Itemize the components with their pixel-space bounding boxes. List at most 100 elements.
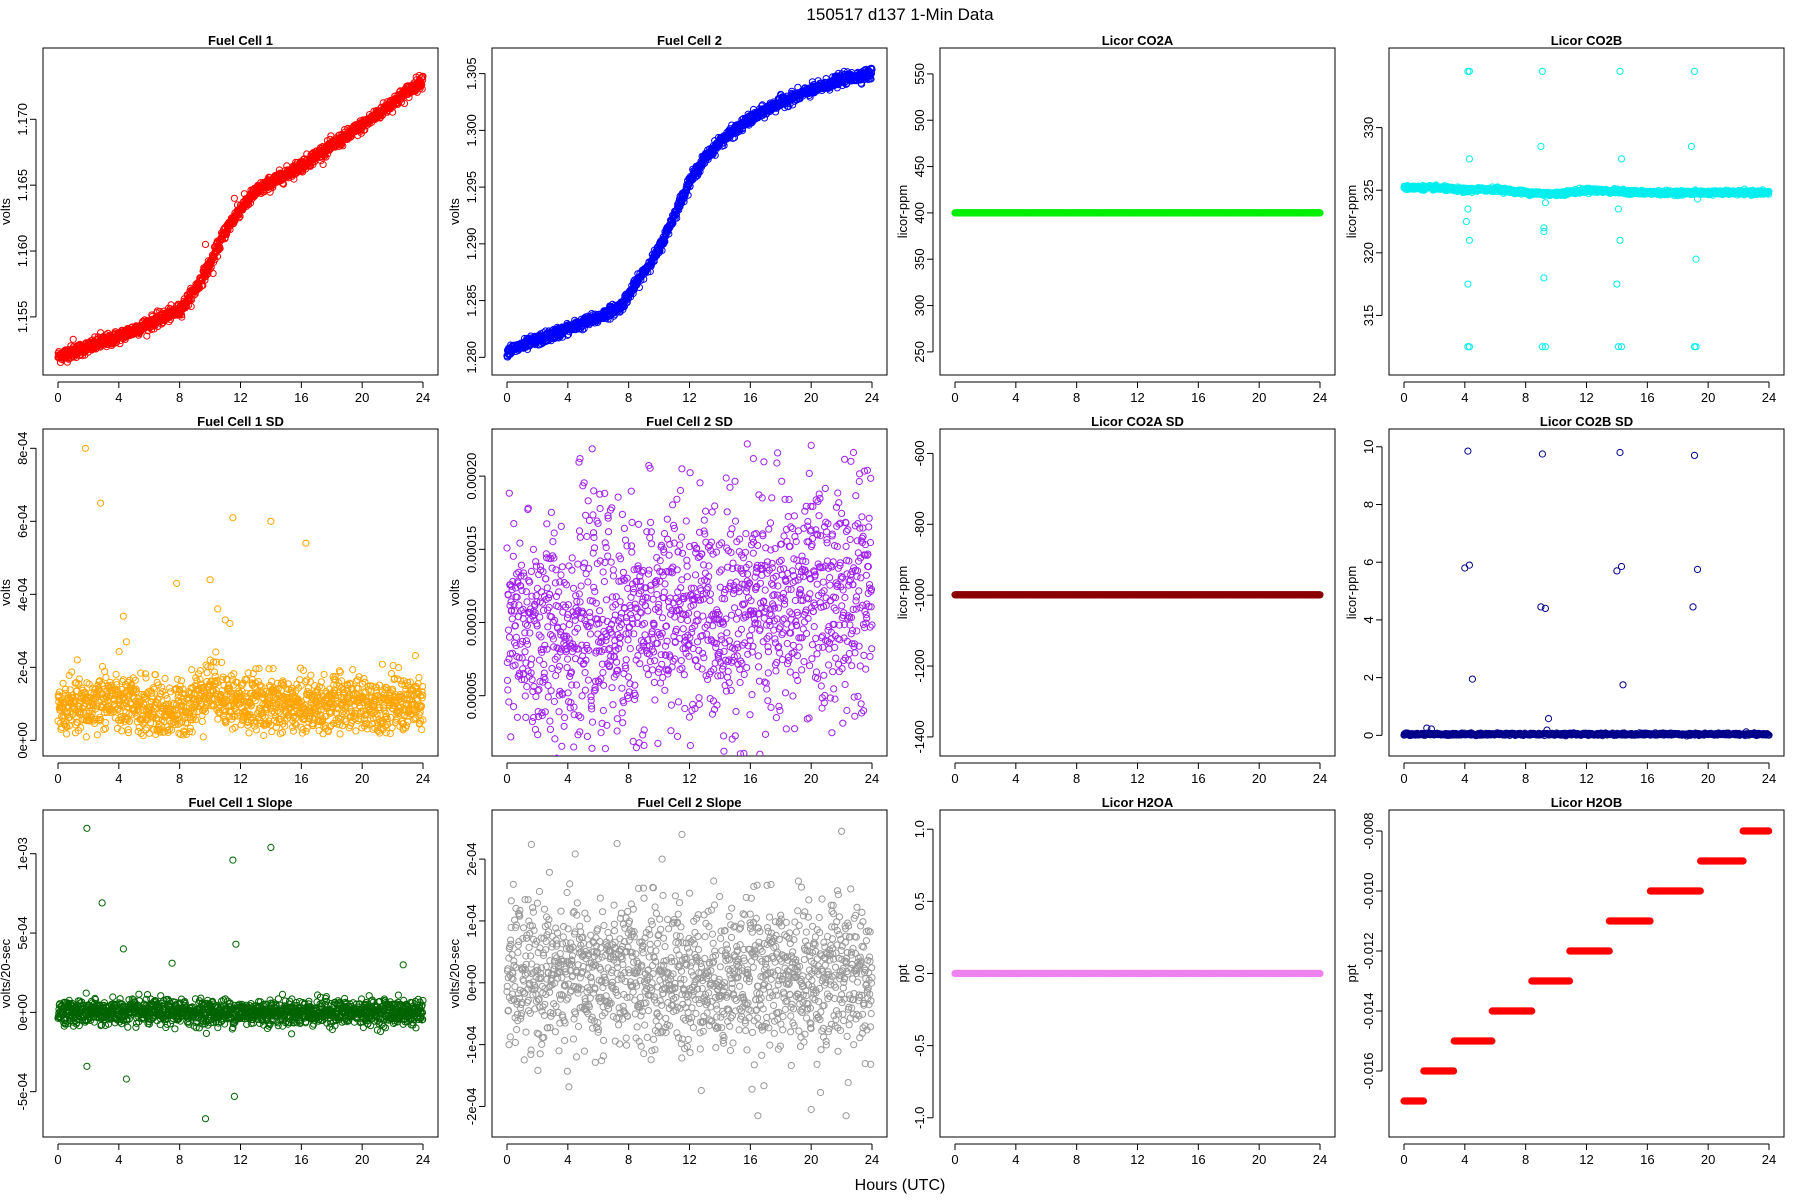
x-tick-label: 16 <box>743 390 757 405</box>
y-tick-label: 325 <box>1361 179 1376 201</box>
y-tick-label: 1.300 <box>464 114 479 147</box>
y-axis-label: volts <box>0 198 13 225</box>
x-tick-label: 24 <box>1762 390 1776 405</box>
data-point <box>694 169 703 177</box>
y-tick-label: 330 <box>1361 117 1376 139</box>
outlier-point <box>69 335 77 343</box>
y-tick-label: 250 <box>912 341 927 363</box>
data-point <box>405 93 413 102</box>
plot-frame <box>491 47 888 376</box>
figure-title: 150517 d137 1-Min Data <box>806 5 994 24</box>
data-point <box>244 201 253 209</box>
panel-title: Licor CO2B <box>1551 33 1623 48</box>
data-point <box>623 299 631 307</box>
data-point <box>213 252 222 261</box>
x-tick-label: 0 <box>503 390 510 405</box>
y-tick-label: 550 <box>912 63 927 85</box>
y-tick-label: 1.170 <box>15 103 30 136</box>
x-axis: 0 4 8 12 16 20 24 <box>1400 381 1776 405</box>
data-point <box>673 214 681 222</box>
y-axis-label: volts <box>447 198 462 225</box>
x-tick-label: 4 <box>564 390 571 405</box>
panel-title: Fuel Cell 2 <box>657 33 722 48</box>
y-tick-label: 1.160 <box>15 235 30 268</box>
data-point <box>216 244 224 253</box>
data-point <box>635 283 644 291</box>
y-tick-label: 1.290 <box>464 228 479 261</box>
x-tick-label: 16 <box>1640 390 1654 405</box>
x-tick-label: 12 <box>233 390 247 405</box>
data-point <box>418 85 426 93</box>
y-tick-label: 500 <box>912 109 927 131</box>
x-tick-label: 24 <box>865 390 879 405</box>
x-tick-label: 16 <box>1191 390 1205 405</box>
data-point <box>235 214 243 222</box>
x-tick-label: 4 <box>1461 390 1468 405</box>
data-point <box>338 140 346 149</box>
x-tick-label: 20 <box>1252 390 1266 405</box>
x-axis: 0 4 8 12 16 20 24 <box>54 381 430 405</box>
x-tick-label: 8 <box>1073 390 1080 405</box>
x-tick-label: 0 <box>1400 390 1407 405</box>
x-tick-label: 12 <box>682 390 696 405</box>
data-points <box>54 71 427 366</box>
data-point <box>684 191 692 199</box>
data-point <box>201 276 209 284</box>
x-tick-label: 4 <box>115 390 122 405</box>
outlier-point <box>209 269 217 277</box>
x-tick-label: 4 <box>1012 390 1019 405</box>
data-point <box>339 142 347 150</box>
data-points <box>1400 67 1773 351</box>
x-axis: 0 4 8 12 16 20 24 <box>503 381 879 405</box>
data-point <box>748 119 756 127</box>
x-tick-label: 24 <box>1313 390 1327 405</box>
data-point <box>629 290 637 298</box>
y-axis-label: licor-ppm <box>1344 185 1359 238</box>
data-point <box>681 191 689 199</box>
plot-frame <box>939 47 1336 376</box>
y-tick-label: 350 <box>912 248 927 270</box>
outlier-point <box>201 240 210 248</box>
data-point <box>143 332 151 340</box>
y-tick-label: 1.285 <box>464 284 479 317</box>
data-point <box>190 291 198 299</box>
data-point <box>389 108 397 116</box>
data-point <box>191 290 199 298</box>
data-points <box>951 209 1324 217</box>
x-tick-label: 12 <box>1579 390 1593 405</box>
plot-frame <box>42 47 439 376</box>
x-tick-label: 24 <box>416 390 430 405</box>
data-point <box>178 313 186 321</box>
plot-frame <box>1388 47 1785 376</box>
data-point <box>419 72 427 80</box>
x-tick-label: 12 <box>1130 390 1144 405</box>
data-point <box>789 101 797 109</box>
outlier-point <box>230 194 238 202</box>
data-point <box>650 257 658 266</box>
data-point <box>400 99 409 108</box>
y-axis-label: licor-ppm <box>895 185 910 238</box>
y-tick-label: 1.280 <box>464 341 479 374</box>
y-tick-label: 1.305 <box>464 57 479 90</box>
x-tick-label: 20 <box>355 390 369 405</box>
x-tick-label: 8 <box>625 390 632 405</box>
y-tick-label: 450 <box>912 156 927 178</box>
outlier-point <box>233 201 242 209</box>
y-tick-label: 320 <box>1361 242 1376 264</box>
data-point <box>419 76 427 84</box>
y-tick-label: 400 <box>912 202 927 224</box>
x-tick-label: 0 <box>951 390 958 405</box>
y-tick-label: 1.165 <box>15 169 30 202</box>
outlier-point <box>97 329 105 337</box>
x-tick-label: 8 <box>176 390 183 405</box>
x-tick-label: 20 <box>804 390 818 405</box>
x-tick-label: 8 <box>1522 390 1529 405</box>
